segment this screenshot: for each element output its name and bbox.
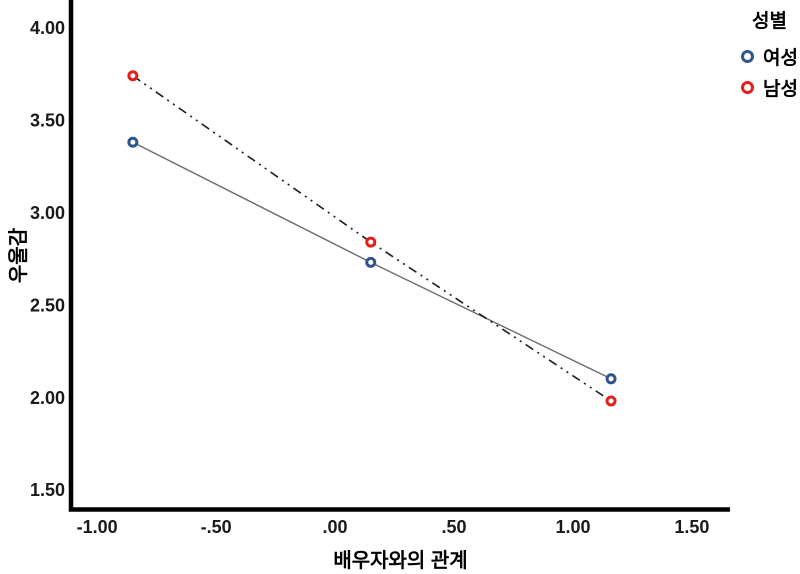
- y-tick-label: 3.00: [30, 203, 65, 223]
- data-point-1-0: [127, 70, 139, 82]
- data-point-0-2: [605, 373, 617, 385]
- legend-title: 성별: [752, 11, 787, 32]
- axes-frame: [68, 0, 730, 512]
- legend-item-male: 남성: [741, 74, 798, 101]
- y-tick-label: 4.00: [30, 18, 65, 38]
- y-tick-label: 2.50: [30, 295, 65, 315]
- male-open-circle-icon: [741, 81, 755, 94]
- data-point-1-1: [365, 236, 377, 248]
- x-tick-label: -.50: [201, 517, 232, 537]
- x-tick-label: -1.00: [77, 517, 118, 537]
- female-open-circle-icon: [741, 50, 755, 63]
- y-tick-label: 1.50: [30, 480, 65, 500]
- y-tick-label: 3.50: [30, 111, 65, 131]
- y-tick-label: 2.00: [30, 388, 65, 408]
- data-point-1-2: [605, 395, 617, 407]
- x-tick-label: 1.00: [555, 517, 590, 537]
- data-point-0-1: [365, 256, 377, 268]
- data-point-0-0: [127, 136, 139, 148]
- series-line-1: [132, 75, 612, 402]
- x-tick-label: 1.50: [674, 517, 709, 537]
- legend: 성별 여성 남성: [741, 6, 798, 105]
- x-tick-label: .00: [323, 517, 348, 537]
- x-axis-title: 배우자와의 관계: [333, 550, 468, 572]
- legend-label-male: 남성: [763, 79, 798, 100]
- legend-item-female: 여성: [741, 43, 798, 70]
- legend-label-female: 여성: [763, 48, 798, 69]
- x-tick-label: .50: [442, 517, 467, 537]
